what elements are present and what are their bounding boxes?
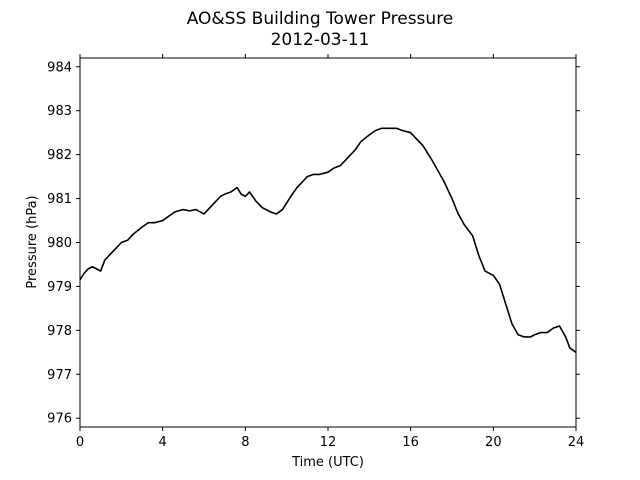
- y-tick-label: 976: [47, 412, 72, 427]
- x-tick-label: 16: [402, 435, 419, 450]
- y-tick-label: 980: [47, 236, 72, 251]
- y-tick-label: 979: [47, 280, 72, 295]
- y-axis-label: Pressure (hPa): [25, 195, 40, 288]
- x-tick-label: 20: [485, 435, 502, 450]
- plot-frame: [79, 57, 577, 428]
- x-tick-label: 12: [320, 435, 337, 450]
- chart-title: AO&SS Building Tower Pressure: [187, 9, 454, 29]
- y-tick-label: 982: [47, 148, 72, 163]
- x-tick-label: 0: [76, 435, 84, 450]
- y-tick-label: 983: [47, 104, 72, 119]
- x-tick-label: 4: [159, 435, 167, 450]
- y-tick-label: 984: [47, 60, 72, 75]
- x-axis-label: Time (UTC): [291, 455, 364, 470]
- x-tick-label: 24: [568, 435, 585, 450]
- plot-area: 0 4 8 12 16 20 24 976 977 978 979 980 981 982 983 984: [47, 54, 584, 450]
- y-tick-label: 981: [47, 192, 72, 207]
- y-tick-label: 978: [47, 324, 72, 339]
- x-tick-label: 8: [241, 435, 249, 450]
- series-line-0: [79, 127, 577, 353]
- y-tick-label: 977: [47, 368, 72, 383]
- chart-subtitle: 2012-03-11: [271, 30, 370, 50]
